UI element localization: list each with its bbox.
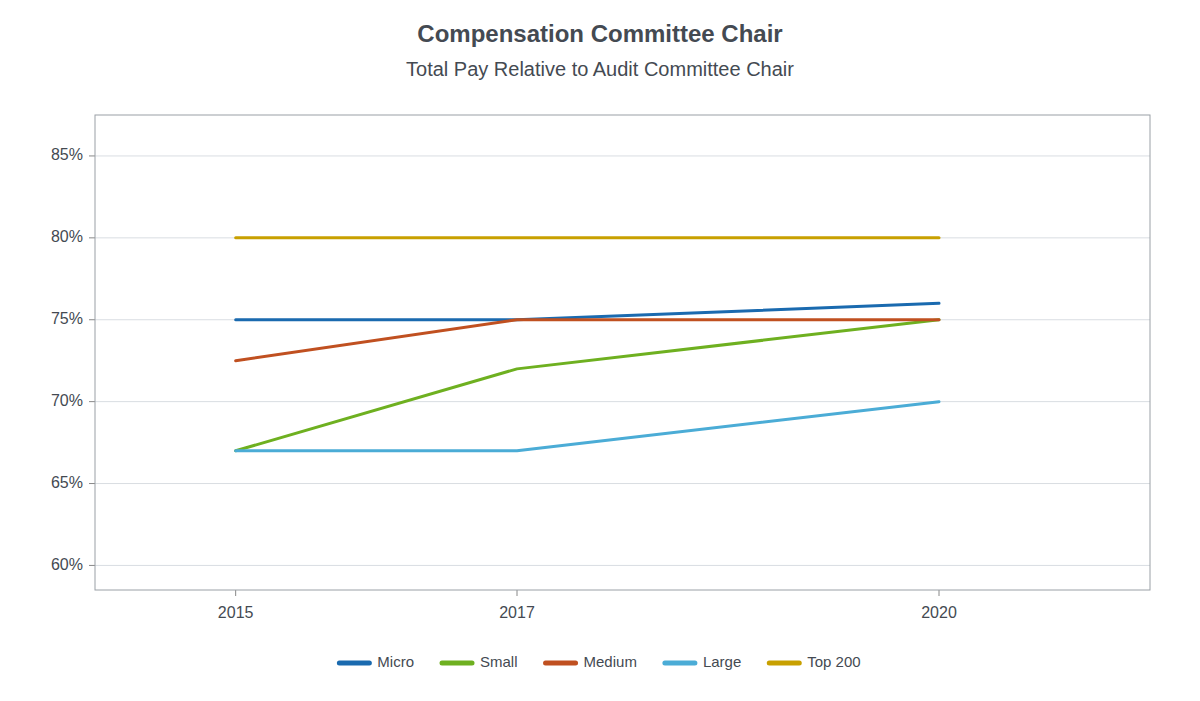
x-tick-label: 2015 [218, 604, 254, 621]
y-tick-label: 80% [51, 228, 83, 245]
series-line [236, 236, 939, 239]
series-line [236, 402, 939, 451]
legend-label: Large [703, 653, 741, 670]
x-tick [235, 590, 236, 596]
legend-swatch [442, 661, 472, 666]
y-tick [89, 565, 95, 566]
y-tick [89, 401, 95, 402]
grid [95, 156, 1150, 565]
y-tick-label: 85% [51, 146, 83, 163]
x-tick-label: 2017 [499, 604, 535, 621]
legend-swatch [769, 661, 799, 666]
series-line [236, 320, 939, 361]
legend-label: Micro [377, 653, 414, 670]
y-tick [89, 483, 95, 484]
grid-line [95, 237, 1150, 238]
plot-frame [95, 115, 1150, 590]
chart-svg: Compensation Committee Chair Total Pay Re… [0, 0, 1200, 701]
y-tick-label: 70% [51, 392, 83, 409]
grid-line [95, 565, 1150, 566]
legend-label: Small [480, 653, 518, 670]
grid-line [95, 401, 1150, 402]
chart-container: Compensation Committee Chair Total Pay Re… [0, 0, 1200, 701]
y-axis: 60% 65% 70% 75% 80% 85% [51, 146, 95, 572]
y-tick-label: 65% [51, 474, 83, 491]
background [0, 0, 1200, 701]
y-tick-label: 75% [51, 310, 83, 327]
grid-line [95, 483, 1150, 484]
y-tick [89, 237, 95, 238]
x-tick [517, 590, 518, 596]
title: Compensation Committee Chair [417, 20, 782, 47]
x-axis: 2015 2017 2020 [218, 590, 957, 621]
legend-label: Top 200 [807, 653, 860, 670]
legend-swatch [665, 661, 695, 666]
y-tick [89, 155, 95, 156]
y-tick-label: 60% [51, 556, 83, 573]
x-tick-label: 2020 [921, 604, 957, 621]
grid-line [95, 155, 1150, 156]
subtitle: Total Pay Relative to Audit Committee Ch… [406, 58, 794, 80]
legend: Micro Small Medium Large Top 200 [339, 653, 860, 670]
y-tick [89, 319, 95, 320]
legend-swatch [546, 661, 576, 666]
legend-swatch [339, 661, 369, 666]
x-tick [939, 590, 940, 596]
series-line [236, 303, 939, 319]
lines [236, 238, 939, 451]
series-line [236, 320, 939, 451]
legend-label: Medium [584, 653, 637, 670]
